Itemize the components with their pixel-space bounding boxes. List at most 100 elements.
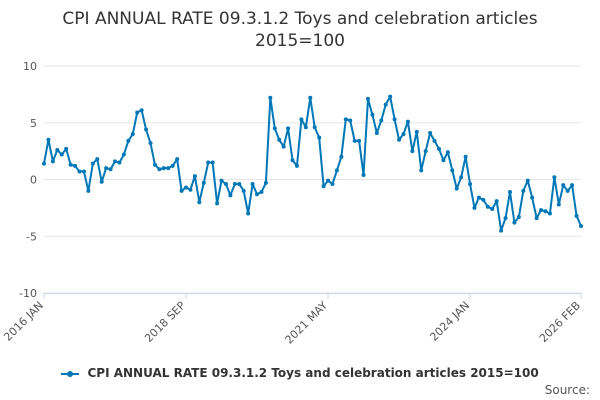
data-point[interactable] bbox=[192, 174, 197, 179]
data-point[interactable] bbox=[574, 213, 579, 218]
data-point[interactable] bbox=[68, 162, 73, 167]
data-point[interactable] bbox=[259, 189, 264, 194]
data-point[interactable] bbox=[383, 102, 388, 107]
data-point[interactable] bbox=[334, 168, 339, 173]
data-point[interactable] bbox=[534, 216, 539, 221]
data-point[interactable] bbox=[503, 216, 508, 221]
data-point[interactable] bbox=[232, 182, 237, 187]
data-point[interactable] bbox=[268, 95, 273, 100]
data-point[interactable] bbox=[263, 180, 268, 185]
data-point[interactable] bbox=[157, 167, 162, 172]
data-point[interactable] bbox=[579, 224, 583, 229]
data-point[interactable] bbox=[561, 183, 566, 188]
data-point[interactable] bbox=[201, 180, 206, 185]
data-point[interactable] bbox=[361, 172, 366, 177]
data-point[interactable] bbox=[250, 182, 255, 187]
data-point[interactable] bbox=[436, 146, 441, 151]
data-point[interactable] bbox=[290, 158, 295, 163]
data-point[interactable] bbox=[428, 130, 433, 135]
data-point[interactable] bbox=[139, 108, 144, 113]
data-point[interactable] bbox=[432, 138, 437, 143]
data-point[interactable] bbox=[552, 175, 557, 180]
data-point[interactable] bbox=[485, 204, 490, 209]
data-point[interactable] bbox=[175, 157, 180, 162]
data-point[interactable] bbox=[459, 175, 464, 180]
data-point[interactable] bbox=[303, 125, 308, 130]
data-point[interactable] bbox=[494, 199, 499, 204]
data-point[interactable] bbox=[161, 166, 166, 171]
data-point[interactable] bbox=[556, 202, 561, 207]
data-point[interactable] bbox=[472, 205, 477, 210]
data-point[interactable] bbox=[219, 178, 224, 183]
data-point[interactable] bbox=[255, 192, 260, 197]
data-point[interactable] bbox=[343, 117, 348, 122]
data-point[interactable] bbox=[130, 132, 135, 137]
data-point[interactable] bbox=[308, 95, 313, 100]
data-point[interactable] bbox=[348, 118, 353, 123]
data-point[interactable] bbox=[59, 152, 64, 157]
data-point[interactable] bbox=[113, 159, 118, 164]
data-point[interactable] bbox=[210, 160, 215, 165]
data-point[interactable] bbox=[321, 184, 326, 189]
data-point[interactable] bbox=[55, 147, 60, 152]
data-point[interactable] bbox=[539, 208, 544, 213]
data-point[interactable] bbox=[223, 182, 228, 187]
data-point[interactable] bbox=[512, 220, 517, 225]
data-point[interactable] bbox=[352, 138, 357, 143]
data-point[interactable] bbox=[166, 166, 171, 171]
data-point[interactable] bbox=[401, 132, 406, 137]
data-point[interactable] bbox=[388, 94, 393, 99]
data-point[interactable] bbox=[148, 141, 153, 146]
data-point[interactable] bbox=[241, 188, 246, 193]
data-point[interactable] bbox=[117, 160, 122, 165]
data-point[interactable] bbox=[135, 110, 140, 115]
data-point[interactable] bbox=[73, 163, 78, 168]
data-point[interactable] bbox=[179, 188, 184, 193]
data-point[interactable] bbox=[90, 161, 95, 166]
legend[interactable]: CPI ANNUAL RATE 09.3.1.2 Toys and celebr… bbox=[0, 366, 600, 380]
data-point[interactable] bbox=[126, 138, 131, 143]
data-point[interactable] bbox=[374, 130, 379, 135]
data-point[interactable] bbox=[326, 178, 331, 183]
data-point[interactable] bbox=[197, 200, 202, 205]
data-point[interactable] bbox=[272, 126, 277, 131]
data-point[interactable] bbox=[108, 167, 113, 172]
data-point[interactable] bbox=[50, 159, 55, 164]
data-point[interactable] bbox=[99, 179, 104, 184]
data-point[interactable] bbox=[281, 144, 286, 149]
data-point[interactable] bbox=[423, 149, 428, 154]
data-point[interactable] bbox=[144, 127, 149, 132]
data-point[interactable] bbox=[299, 117, 304, 122]
data-point[interactable] bbox=[379, 118, 384, 123]
data-point[interactable] bbox=[286, 126, 291, 131]
data-point[interactable] bbox=[215, 201, 220, 206]
data-point[interactable] bbox=[64, 146, 69, 151]
data-point[interactable] bbox=[246, 211, 251, 216]
data-point[interactable] bbox=[565, 188, 570, 193]
data-point[interactable] bbox=[317, 135, 322, 140]
data-point[interactable] bbox=[499, 228, 504, 233]
data-point[interactable] bbox=[188, 187, 193, 192]
data-point[interactable] bbox=[330, 182, 335, 187]
data-point[interactable] bbox=[414, 129, 419, 134]
data-point[interactable] bbox=[441, 158, 446, 163]
data-point[interactable] bbox=[277, 137, 282, 142]
data-point[interactable] bbox=[419, 168, 424, 173]
data-point[interactable] bbox=[170, 163, 175, 168]
data-point[interactable] bbox=[77, 169, 82, 174]
data-point[interactable] bbox=[547, 211, 552, 216]
data-point[interactable] bbox=[339, 154, 344, 159]
data-point[interactable] bbox=[46, 137, 51, 142]
data-point[interactable] bbox=[370, 112, 375, 117]
data-point[interactable] bbox=[42, 161, 46, 166]
data-point[interactable] bbox=[81, 169, 86, 174]
data-point[interactable] bbox=[228, 193, 233, 198]
data-point[interactable] bbox=[121, 152, 126, 157]
data-point[interactable] bbox=[530, 195, 535, 200]
data-point[interactable] bbox=[543, 209, 548, 214]
data-point[interactable] bbox=[184, 185, 189, 190]
data-point[interactable] bbox=[468, 182, 473, 187]
data-point[interactable] bbox=[392, 117, 397, 122]
data-point[interactable] bbox=[525, 178, 530, 183]
data-point[interactable] bbox=[104, 166, 109, 171]
